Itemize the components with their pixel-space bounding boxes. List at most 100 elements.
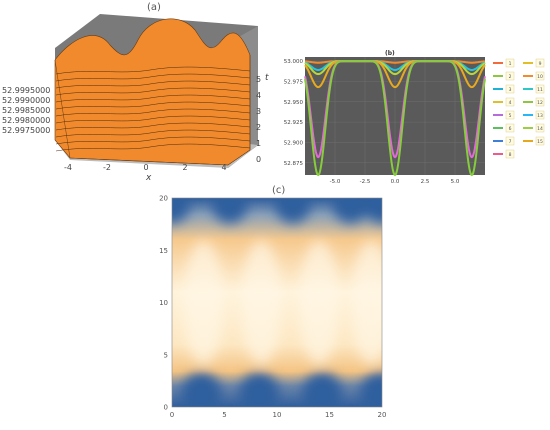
plot-b-x-ticks: -5.0 -2.5 0.0 2.5 5.0 — [330, 179, 460, 185]
blue-region — [391, 372, 400, 416]
x-tick-label: 10 — [273, 411, 282, 419]
y-tick-label: 52.975 — [284, 79, 304, 85]
legend-box — [505, 136, 515, 146]
x-tick-label: -4 — [64, 163, 72, 172]
blue-region — [172, 198, 190, 224]
x-tick-label: 2 — [182, 163, 187, 172]
legend-box — [535, 123, 545, 133]
contour-line — [55, 73, 251, 82]
blue-region — [211, 198, 248, 224]
legend-label: 9 — [539, 61, 542, 67]
line-plot-b-svg: (b) -5.0 -2.5 0.0 2.5 5.0 53.000 52.975 52.950… — [284, 50, 545, 185]
legend-label: 14 — [537, 126, 543, 132]
heatmap-plot-c-svg: 0 5 10 15 20 0 5 10 15 20 — [159, 195, 400, 420]
t-axis-label: t — [265, 73, 269, 83]
legend-box — [505, 123, 515, 133]
bright-region — [299, 240, 339, 365]
heatmap-blobs — [172, 198, 400, 416]
legend-label: 1 — [509, 61, 512, 67]
t-axis-ticks: 0 1 2 3 4 5 — [256, 75, 261, 164]
legend-label: 2 — [509, 74, 512, 80]
x-tick-label: -5.0 — [330, 179, 341, 185]
y-tick-label: 15 — [159, 247, 168, 255]
panel-c-label: (c) — [272, 185, 286, 196]
contour-line — [55, 66, 251, 75]
z-axis-ticks: 52.999500052.999000052.998500052.9980000… — [2, 86, 50, 135]
legend-box — [505, 71, 515, 81]
contour-line — [55, 122, 251, 131]
z-tick-label: 52.9975000 — [2, 126, 50, 135]
y-tick-label: 52.900 — [284, 140, 304, 146]
contour-line — [55, 115, 251, 124]
bright-region — [183, 240, 224, 365]
x-tick-label: 5 — [222, 411, 226, 419]
t-tick-label: 3 — [256, 107, 261, 116]
surface-edges — [54, 55, 251, 166]
x-tick-label: 20 — [378, 411, 387, 419]
legend-box — [535, 71, 545, 81]
legend-box — [505, 97, 515, 107]
contour-line — [55, 143, 251, 152]
legend-box — [535, 84, 545, 94]
legend-box — [505, 58, 515, 68]
legend-label: 3 — [509, 87, 512, 93]
z-tick-label: 52.9990000 — [2, 96, 50, 105]
line-plot-b: (b) -5.0 -2.5 0.0 2.5 5.0 53.000 52.975 52.950… — [275, 45, 550, 185]
blue-region — [274, 198, 311, 224]
contour-line — [55, 129, 251, 138]
legend-label: 7 — [509, 139, 512, 145]
z-tick-label: 52.9985000 — [2, 106, 50, 115]
y-tick-label: 0 — [164, 404, 168, 412]
z-tick-label: 52.9995000 — [2, 86, 50, 95]
legend-label: 12 — [537, 100, 543, 106]
series-line — [304, 60, 486, 89]
t-tick-label: 4 — [256, 91, 261, 100]
x-tick-label: 15 — [325, 411, 334, 419]
z-tick-label: 52.9980000 — [2, 116, 50, 125]
legend-label: 10 — [537, 74, 543, 80]
x-tick-label: 5.0 — [451, 179, 460, 185]
legend-label: 4 — [509, 100, 512, 106]
plot-b-curves — [304, 60, 486, 177]
contour-line — [55, 136, 251, 145]
surface-contours — [55, 66, 251, 152]
heatmap-frame — [171, 197, 383, 408]
blue-region — [181, 372, 222, 407]
y-tick-label: 52.950 — [284, 100, 304, 106]
x-axis-label: x — [145, 173, 152, 183]
heatmap-x-ticks: 0 5 10 15 20 — [170, 411, 387, 419]
legend-label: 5 — [509, 113, 512, 119]
blue-region — [364, 198, 382, 224]
y-tick-label: 53.000 — [284, 59, 304, 65]
legend-label: 8 — [509, 152, 512, 158]
legend-box — [505, 110, 515, 120]
contour-line — [55, 108, 251, 117]
contour-line — [55, 101, 251, 110]
y-tick-label: 20 — [159, 195, 168, 203]
blue-region — [302, 372, 343, 407]
x-tick-label: 4 — [221, 163, 226, 172]
contour-line — [55, 94, 251, 103]
legend-box — [505, 84, 515, 94]
t-tick-label: 0 — [256, 155, 261, 164]
legend-box — [535, 97, 545, 107]
x-tick-label: -2 — [103, 163, 111, 172]
x-tick-label: 0 — [143, 163, 148, 172]
t-tick-label: 1 — [256, 139, 261, 148]
y-tick-label: 52.925 — [284, 120, 304, 126]
blue-region — [359, 372, 382, 407]
x-tick-label: -2.5 — [360, 179, 371, 185]
contour-line — [55, 87, 251, 96]
heatmap-y-ticks: 0 5 10 15 20 — [159, 195, 168, 412]
x-tick-label: 2.5 — [421, 179, 430, 185]
heatmap-plot-c: (c) 0 5 10 15 20 0 5 10 15 20 — [150, 185, 400, 426]
plot-b-y-ticks: 53.000 52.975 52.950 52.925 52.900 52.875 — [284, 59, 304, 167]
legend-label: 6 — [509, 126, 512, 132]
legend-box — [535, 58, 545, 68]
x-tick-label: 0.0 — [391, 179, 400, 185]
legend-label: 11 — [537, 87, 543, 93]
t-tick-label: 5 — [256, 75, 261, 84]
contour-line — [55, 80, 251, 89]
